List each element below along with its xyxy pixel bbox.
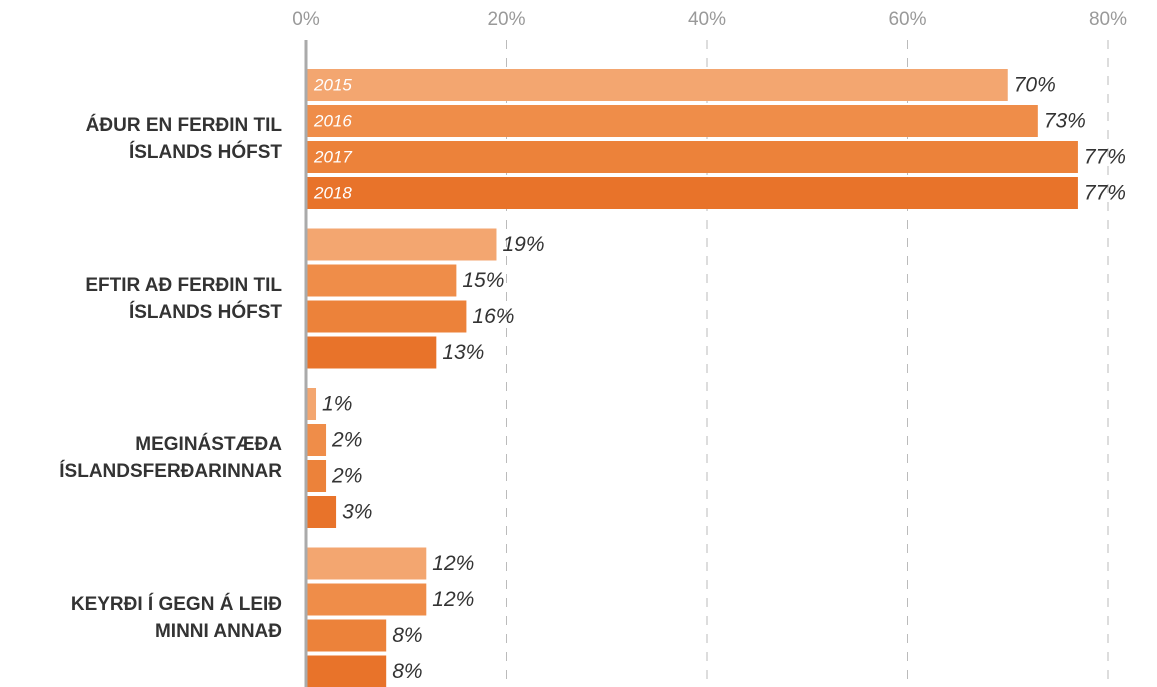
x-tick-label: 40% xyxy=(688,9,726,30)
bar xyxy=(306,655,387,687)
value-label: 3% xyxy=(342,501,372,524)
category-label: MEGINÁSTÆÐA ÍSLANDSFERÐARINNAR xyxy=(59,434,282,482)
value-label: 19% xyxy=(502,233,544,256)
value-label: 12% xyxy=(432,588,474,611)
bar xyxy=(306,460,327,492)
category-label: KEYRÐI Í GEGN Á LEIÐ MINNI ANNAÐ xyxy=(70,593,282,642)
bar xyxy=(306,105,1038,137)
bar xyxy=(306,496,337,528)
value-label: 70% xyxy=(1014,74,1056,97)
bar xyxy=(306,388,317,420)
bar xyxy=(306,619,387,652)
value-label: 12% xyxy=(432,552,474,575)
category-label: EFTIR AÐ FERÐIN TIL ÍSLANDS HÓFST xyxy=(85,274,282,323)
bar xyxy=(306,300,467,333)
bar xyxy=(306,141,1078,173)
series-label: 2016 xyxy=(313,111,352,130)
bar xyxy=(306,583,427,616)
bar xyxy=(306,547,427,580)
series-label: 2018 xyxy=(313,183,352,202)
value-label: 8% xyxy=(392,624,422,647)
bar xyxy=(306,177,1078,209)
series-label: 2015 xyxy=(313,75,352,94)
x-tick-label: 20% xyxy=(487,9,525,30)
bar xyxy=(306,336,437,369)
value-label: 73% xyxy=(1044,110,1086,133)
x-tick-label: 80% xyxy=(1089,9,1127,30)
value-label: 2% xyxy=(331,429,362,452)
value-label: 13% xyxy=(442,341,484,364)
value-label: 16% xyxy=(472,305,514,328)
series-label: 2017 xyxy=(313,147,352,166)
bar xyxy=(306,228,497,261)
bar xyxy=(306,424,327,456)
x-tick-label: 0% xyxy=(292,9,320,30)
value-label: 15% xyxy=(462,269,504,292)
bar xyxy=(306,264,457,297)
value-label: 8% xyxy=(392,660,422,683)
category-label: ÁÐUR EN FERÐIN TIL ÍSLANDS HÓFST xyxy=(85,115,282,163)
x-tick-label: 60% xyxy=(888,9,926,30)
value-label: 77% xyxy=(1084,182,1126,205)
value-label: 1% xyxy=(322,393,352,416)
value-label: 2% xyxy=(331,465,362,488)
value-label: 77% xyxy=(1084,146,1126,169)
bar xyxy=(306,69,1008,101)
